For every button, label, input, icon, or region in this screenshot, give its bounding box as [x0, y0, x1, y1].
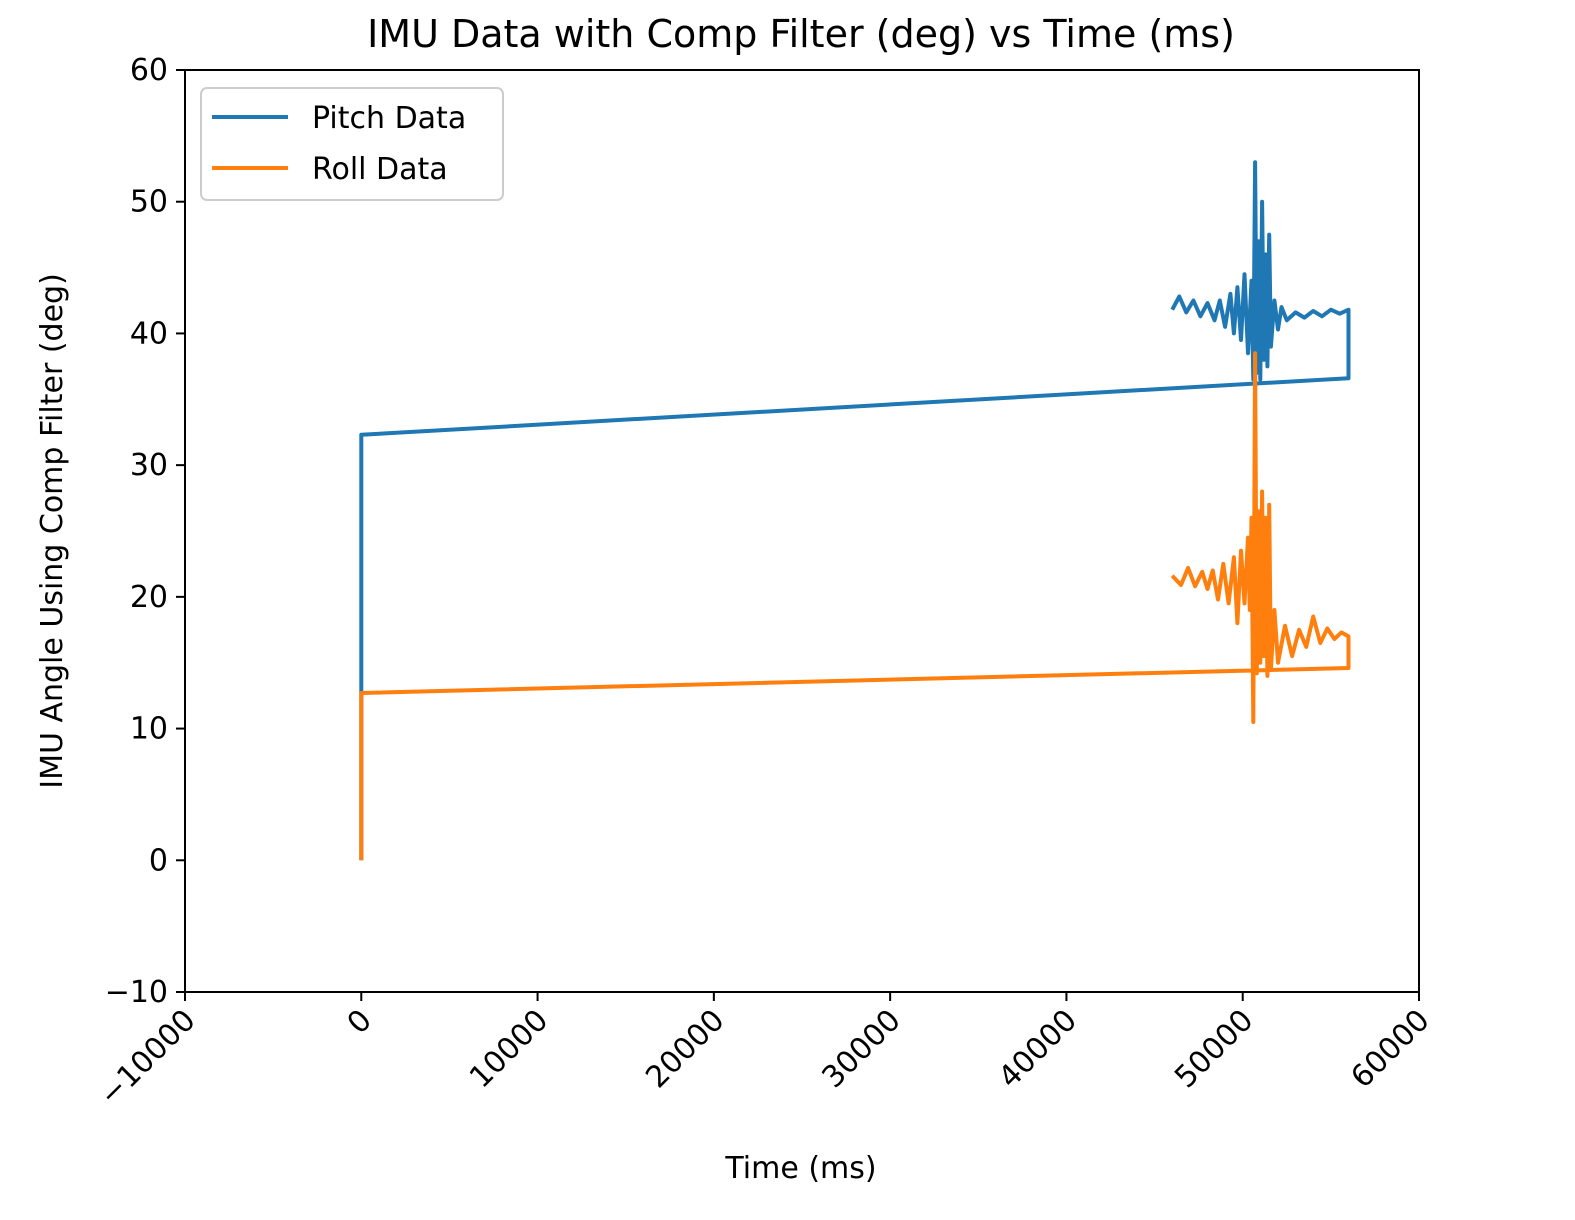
y-tick-label: 60: [130, 53, 168, 88]
x-axis-label: Time (ms): [724, 1151, 876, 1186]
y-tick-label: 0: [149, 843, 168, 878]
legend-label-roll: Roll Data: [312, 152, 448, 187]
y-tick-label: 40: [130, 316, 168, 351]
legend: Pitch Data Roll Data: [200, 87, 504, 201]
legend-label-pitch: Pitch Data: [312, 101, 466, 136]
x-axis-ticks: −10000 0 10000 20000 30000 40000 50000 60000: [93, 992, 1437, 1113]
x-tick-label: 30000: [816, 1003, 908, 1095]
series-line-pitch-data: [359, 160, 1351, 861]
x-tick-label: 40000: [992, 1003, 1084, 1095]
y-tick-label: −10: [105, 975, 168, 1010]
x-tick-label: 10000: [463, 1003, 555, 1095]
y-tick-label: 10: [130, 712, 168, 747]
chart-title: IMU Data with Comp Filter (deg) vs Time …: [367, 12, 1235, 56]
series-layer: [359, 160, 1351, 861]
y-tick-label: 30: [130, 448, 168, 483]
x-tick-label: 60000: [1344, 1003, 1436, 1095]
x-tick-label: 0: [341, 1003, 379, 1041]
plot-area: [185, 70, 1419, 992]
y-tick-label: 20: [130, 580, 168, 615]
y-axis-ticks: −10 0 10 20 30 40 50 60: [105, 53, 185, 1010]
x-tick-label: 20000: [639, 1003, 731, 1095]
y-tick-label: 50: [130, 185, 168, 220]
x-tick-label: −10000: [93, 1003, 203, 1113]
plot-frame: [184, 69, 1420, 993]
series-line-roll-data: [359, 351, 1351, 861]
y-axis-label: IMU Angle Using Comp Filter (deg): [35, 273, 70, 789]
x-tick-label: 50000: [1168, 1003, 1260, 1095]
